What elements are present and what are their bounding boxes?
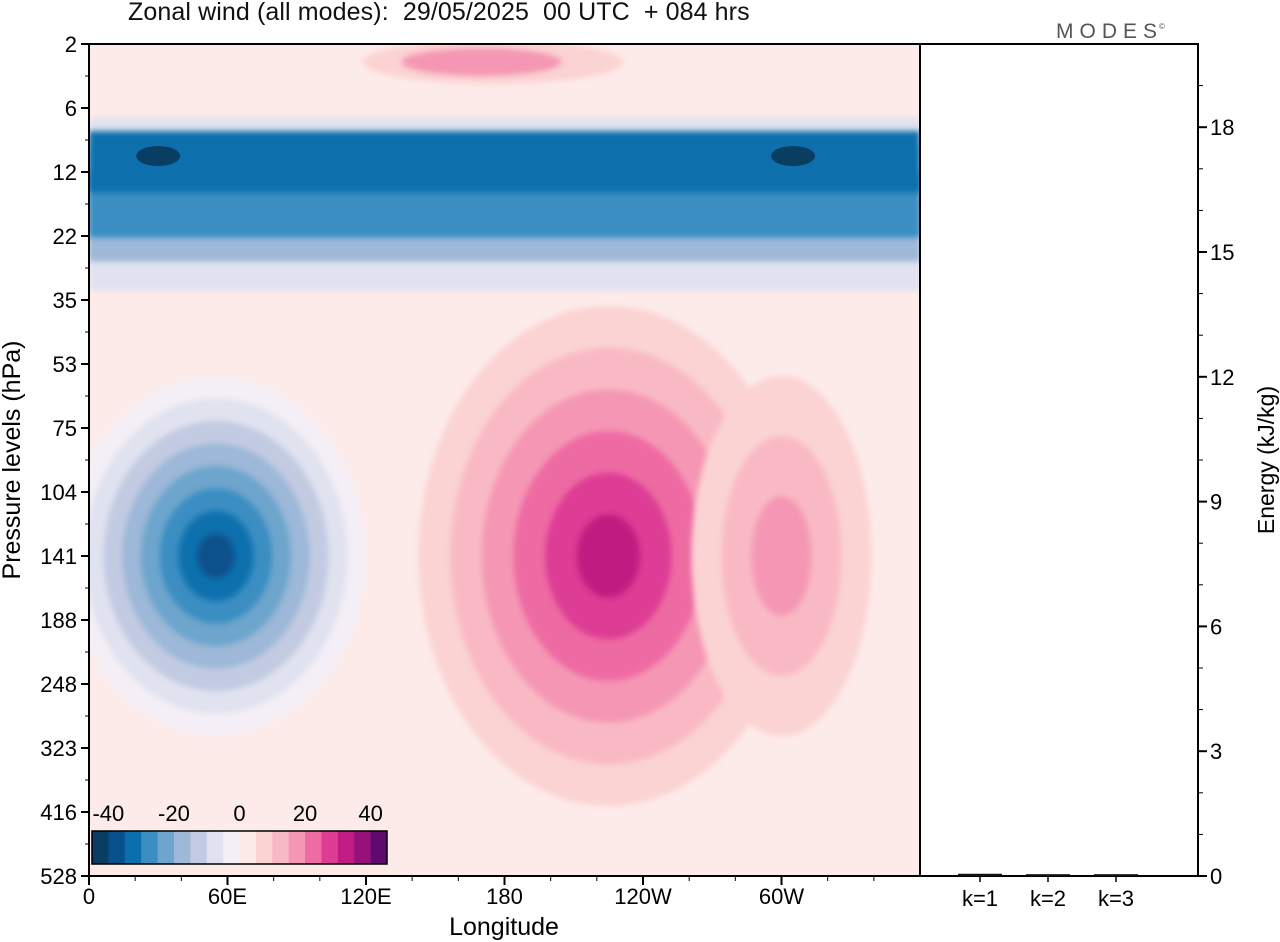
longitude-tick-label: 60E [208,884,247,909]
energy-category-label: k=2 [1030,886,1066,911]
chart-title: Zonal wind (all modes): 29/05/2025 00 UT… [128,0,750,26]
energy-bar [1026,874,1070,877]
longitude-tick-label: 60W [759,884,804,909]
colorbar-swatch [190,831,208,864]
easterly-band-max [771,146,816,166]
x-axis-title: Longitude [449,913,559,941]
zonal-wind-field [89,44,920,876]
pressure-tick-label: 141 [40,544,77,569]
modes-logo: MODES© [1056,20,1169,44]
energy-panel-frame [919,43,1199,877]
energy-tick-label: 9 [1210,490,1222,515]
colorbar-swatch [354,831,372,864]
logo-mark: © [1159,22,1165,31]
longitude-axis: 0 60E 120E 180 120W 60W [83,876,875,909]
colorbar-swatch [124,831,142,864]
colorbar-frame [91,830,388,865]
colorbar: -40 -20 0 20 40 [91,801,388,865]
energy-axis: 0 3 6 9 12 15 18 [1198,85,1234,889]
logo-text: MODES [1056,20,1164,43]
colorbar-tick-label: 40 [358,801,382,826]
colorbar-tick-label: 20 [293,801,317,826]
colorbar-swatch [141,831,159,864]
energy-axis-title: Energy (kJ/kg) [1253,386,1279,534]
colorbar-swatch [272,831,290,864]
energy-category-label: k=1 [962,886,998,911]
energy-bar [958,873,1002,876]
longitude-tick-label: 180 [486,884,523,909]
colorbar-tick-label: 0 [233,801,245,826]
pressure-tick-label: 6 [65,96,77,121]
westerly-jet-contour [576,514,641,598]
colorbar-swatch [305,831,322,864]
energy-tick-label: 15 [1210,240,1234,265]
energy-tick-label: 18 [1210,115,1234,140]
colorbar-swatch [92,831,109,864]
pressure-tick-label: 75 [53,416,77,441]
colorbar-swatch [255,831,273,864]
colorbar-swatch [157,831,175,864]
energy-tick-label: 6 [1210,614,1222,639]
pressure-tick-label: 104 [40,480,77,505]
longitude-tick-label: 0 [83,884,95,909]
pressure-tick-label: 323 [40,736,77,761]
easterly-core-contour [197,533,235,579]
pressure-tick-label: 528 [40,864,77,889]
pressure-tick-label: 248 [40,672,77,697]
westerly-max-contour [751,496,812,616]
upper-westerly-contour [401,48,562,76]
colorbar-swatch [223,831,240,864]
energy-category-label: k=3 [1098,886,1134,911]
colorbar-swatch [288,831,306,864]
colorbar-swatch [337,831,355,864]
energy-bars: k=1 k=2 k=3 [958,873,1138,911]
colorbar-swatch [173,831,191,864]
pressure-tick-label: 35 [53,288,77,313]
pressure-tick-label: 22 [53,224,77,249]
pressure-tick-label: 188 [40,608,77,633]
colorbar-tick-label: -40 [92,801,124,826]
pressure-tick-label: 53 [53,352,77,377]
y-axis-title: Pressure levels (hPa) [0,341,26,580]
colorbar-swatch [321,831,339,864]
colorbar-swatch [108,831,126,864]
pressure-tick-label: 2 [65,32,77,57]
pressure-tick-label: 12 [53,160,77,185]
easterly-band-max [136,146,181,166]
pressure-axis: 2 6 12 22 35 53 75 104 141 188 248 323 416 528 [40,32,89,889]
energy-tick-label: 12 [1210,365,1234,390]
energy-tick-label: 0 [1210,864,1222,889]
energy-bar [1094,874,1138,877]
pressure-tick-label: 416 [40,800,77,825]
colorbar-swatch [206,831,224,864]
longitude-tick-label: 120W [614,884,672,909]
energy-tick-label: 3 [1210,739,1222,764]
colorbar-swatch [370,831,388,864]
colorbar-swatch [239,831,257,864]
longitude-tick-label: 120E [340,884,391,909]
colorbar-tick-label: -20 [158,801,190,826]
